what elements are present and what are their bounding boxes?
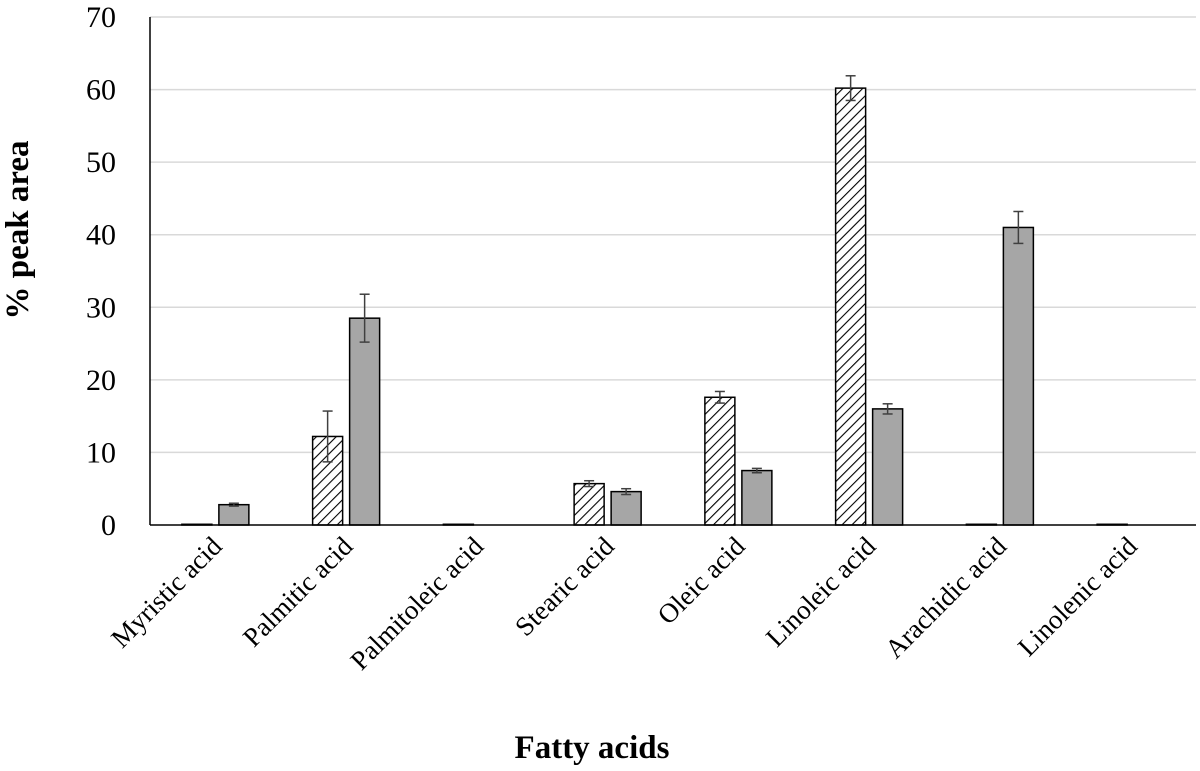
bar-solid-0 — [218, 503, 250, 526]
error-bar — [322, 410, 333, 463]
x-tick-label: Palmitoleic acid — [344, 531, 489, 676]
y-tick-label: 40 — [86, 219, 116, 252]
error-bar — [882, 403, 893, 415]
x-tick-label: Stearic acid — [509, 531, 620, 642]
y-tick-label: 50 — [86, 146, 116, 179]
bar-hatched-3 — [573, 482, 605, 526]
bars — [181, 75, 1128, 526]
y-tick-label: 60 — [86, 74, 116, 107]
y-tick-label: 30 — [86, 291, 116, 324]
x-tick-label: Arachidic acid — [879, 531, 1012, 664]
y-axis-title: % peak area — [0, 140, 36, 319]
x-tick-label: Myristic acid — [105, 531, 228, 654]
x-tick-label: Linoleic acid — [760, 531, 882, 653]
y-tick-label: 10 — [86, 436, 116, 469]
axes — [149, 17, 1196, 526]
y-tick-label: 70 — [86, 1, 116, 34]
bar-solid-3 — [610, 490, 642, 526]
bar-solid-1 — [348, 317, 381, 526]
bar-hatched-4 — [704, 396, 736, 526]
bar-solid-6 — [1002, 226, 1035, 526]
bar-solid-4 — [741, 469, 773, 526]
x-tick-label: Palmitic acid — [237, 531, 359, 653]
error-bar — [751, 467, 762, 474]
x-axis-title: Fatty acids — [515, 730, 670, 766]
y-tick-label: 0 — [101, 509, 116, 542]
bar-hatched-5 — [834, 87, 867, 526]
error-bar — [228, 502, 239, 507]
tick-labels: 0 10 20 30 40 50 60 70 Myristic acid Palmitic aci… — [86, 1, 1143, 676]
x-tick-label: Oleic acid — [651, 531, 750, 630]
bar-solid-5 — [871, 408, 904, 526]
error-bar — [845, 75, 856, 102]
error-bar — [584, 479, 595, 488]
error-bar — [714, 390, 725, 404]
error-bar — [1013, 210, 1024, 245]
y-tick-label: 20 — [86, 364, 116, 397]
error-bar — [359, 293, 370, 343]
error-bar — [621, 487, 632, 496]
x-tick-label: Linolenic acid — [1012, 531, 1143, 662]
gridlines — [150, 16, 1196, 454]
